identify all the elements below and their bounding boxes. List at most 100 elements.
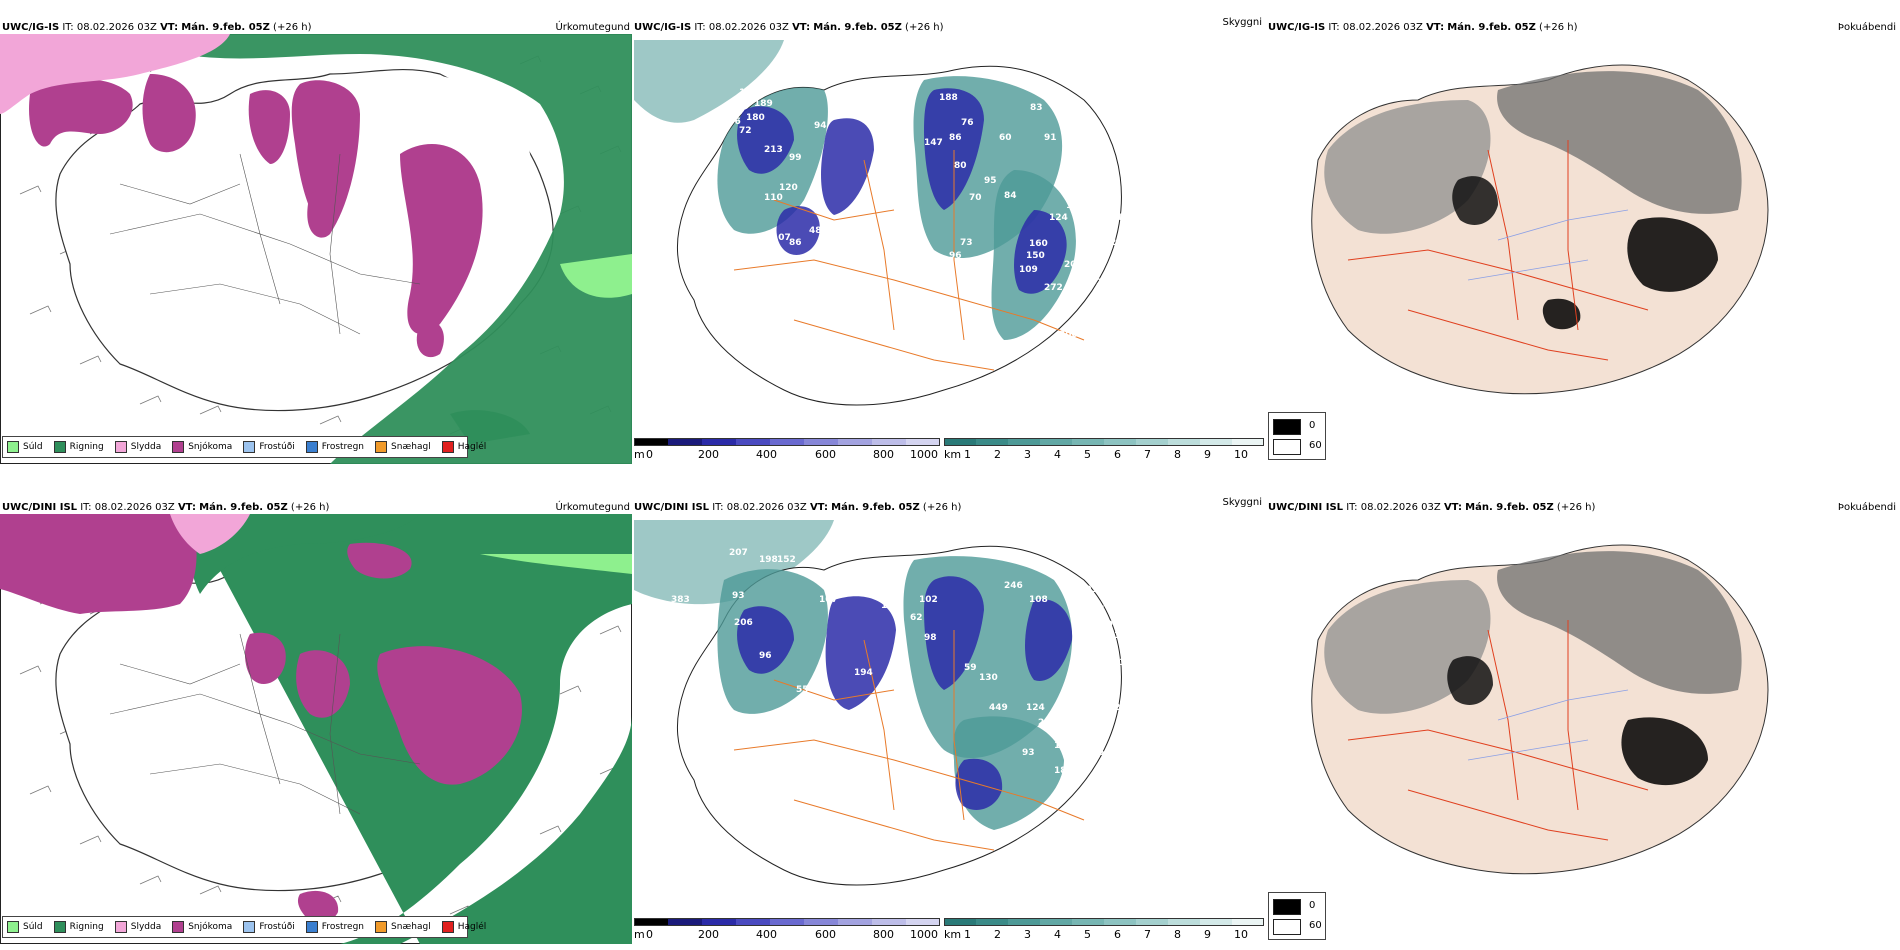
svg-text:108: 108 (1029, 595, 1048, 605)
svg-text:198: 198 (759, 555, 778, 565)
visibility-values: 207 198 152 383 93 206 107 96 55 194 100… (671, 548, 1209, 776)
visibility-values: 177 189 185 180 146 72 213 120 99 110 10… (696, 68, 1193, 340)
visibility-tick: 8 (1174, 928, 1181, 941)
precip-type-legend: Súld Rigning Slydda Snjókoma Frostúði Fr… (2, 436, 486, 458)
fog-index-map (1311, 544, 1769, 875)
fog-index-key: 0 60 (1268, 892, 1326, 940)
fog-index-title: Þokuábendi (1837, 502, 1896, 513)
svg-text:185: 185 (726, 105, 745, 115)
legend-item-freezing-rain: Frostregn (305, 921, 364, 933)
legend-item-snow: Snjókoma (172, 441, 232, 453)
svg-text:96: 96 (759, 651, 772, 661)
visibility-tick: 2 (994, 928, 1001, 941)
legend-swatch (441, 441, 454, 453)
svg-text:142: 142 (1070, 668, 1089, 678)
svg-text:383: 383 (671, 595, 690, 605)
road-network (733, 630, 1085, 851)
elevation-tick: 600 (815, 928, 836, 941)
svg-text:157: 157 (1149, 133, 1168, 143)
svg-text:449: 449 (989, 703, 1008, 713)
visibility-colorbar-ramp (944, 438, 1264, 446)
svg-text:185: 185 (1146, 215, 1165, 225)
run-info-header: UWC/DINI ISL IT: 08.02.2026 03Z VT: Mán.… (634, 502, 962, 513)
visibility-tick: 6 (1114, 928, 1121, 941)
svg-text:107: 107 (772, 233, 791, 243)
legend-item-hail: Haglél (441, 441, 486, 453)
elevation-colorbar-ramp (634, 438, 940, 446)
legend-swatch (305, 921, 318, 933)
visibility-title: Skyggni (1222, 17, 1262, 28)
fog-key-label-60: 60 (1309, 440, 1322, 451)
elevation-tick: 1000 (910, 928, 938, 941)
svg-text:114: 114 (1068, 68, 1087, 78)
svg-text:120: 120 (779, 183, 798, 193)
visibility-tick: 10 (1234, 928, 1248, 941)
svg-text:92: 92 (1089, 98, 1102, 108)
visibility-tick: 2 (994, 448, 1001, 461)
svg-text:194: 194 (854, 668, 873, 678)
svg-text:83: 83 (1030, 103, 1043, 113)
svg-text:25: 25 (704, 228, 717, 238)
fog-key-swatch-0 (1273, 899, 1301, 915)
visibility-colorbar: km 1 2 3 4 5 6 7 8 9 10 (944, 918, 1264, 946)
svg-text:163: 163 (1119, 658, 1138, 668)
legend-swatch (172, 921, 185, 933)
road-network (1347, 140, 1649, 361)
svg-text:234: 234 (1099, 183, 1118, 193)
svg-text:347: 347 (1116, 741, 1135, 751)
svg-text:481: 481 (1116, 213, 1135, 223)
visibility-tick: 3 (1024, 448, 1031, 461)
svg-text:114: 114 (1190, 658, 1209, 668)
svg-text:334: 334 (1114, 263, 1133, 273)
svg-text:80: 80 (954, 161, 967, 171)
svg-text:233: 233 (1114, 703, 1133, 713)
svg-text:95: 95 (1140, 615, 1153, 625)
svg-text:99: 99 (789, 153, 802, 163)
svg-text:407: 407 (1144, 750, 1163, 760)
legend-swatch (114, 921, 127, 933)
visibility-tick: 6 (1114, 448, 1121, 461)
legend-swatch (7, 441, 19, 453)
precip-type-map (0, 514, 632, 944)
svg-text:48: 48 (809, 226, 822, 236)
legend-item-snow: Snjókoma (172, 921, 232, 933)
svg-text:298: 298 (1060, 296, 1079, 306)
svg-text:131: 131 (1100, 643, 1119, 653)
legend-swatch (305, 441, 318, 453)
svg-text:55: 55 (796, 685, 809, 695)
svg-text:158: 158 (1097, 658, 1116, 668)
legend-swatch (53, 921, 66, 933)
svg-text:235: 235 (1144, 180, 1163, 190)
visibility-map: 177 189 185 180 146 72 213 120 99 110 10… (634, 40, 1193, 406)
svg-text:62: 62 (910, 613, 923, 623)
row-2: UWC/DINI ISL IT: 08.02.2026 03Z VT: Mán.… (0, 480, 1900, 950)
svg-text:189: 189 (754, 99, 773, 109)
visibility-tick: 5 (1084, 448, 1091, 461)
svg-text:98: 98 (924, 633, 937, 643)
svg-text:86: 86 (789, 238, 802, 248)
visibility-tick: 7 (1144, 448, 1151, 461)
svg-text:84: 84 (1004, 191, 1017, 201)
svg-text:99: 99 (1157, 691, 1170, 701)
fog-key-swatch-0 (1273, 419, 1301, 435)
visibility-unit: km (944, 928, 962, 941)
river-network (1467, 209, 1629, 281)
svg-text:239: 239 (1096, 278, 1115, 288)
legend-swatch (441, 921, 454, 933)
svg-text:199: 199 (1066, 201, 1085, 211)
svg-text:93: 93 (732, 591, 745, 601)
svg-text:180: 180 (1139, 651, 1158, 661)
road-network (109, 153, 421, 335)
visibility-tick: 1 (964, 928, 971, 941)
svg-text:237: 237 (1038, 718, 1057, 728)
visibility-colorbar-ramp (944, 918, 1264, 926)
precip-type-title: Úrkomutegund (555, 22, 630, 33)
svg-text:150: 150 (1026, 251, 1045, 261)
legend-item-freezing-rain: Frostregn (305, 441, 364, 453)
svg-text:297: 297 (1110, 238, 1129, 248)
fog-key-swatch-60 (1273, 919, 1301, 935)
legend-item-snow-pellets: Snæhagl (375, 441, 431, 453)
svg-text:160: 160 (1029, 239, 1048, 249)
elevation-tick: 0 (646, 928, 653, 941)
elevation-colorbar: m 0 200 400 600 800 1000 (634, 918, 940, 946)
